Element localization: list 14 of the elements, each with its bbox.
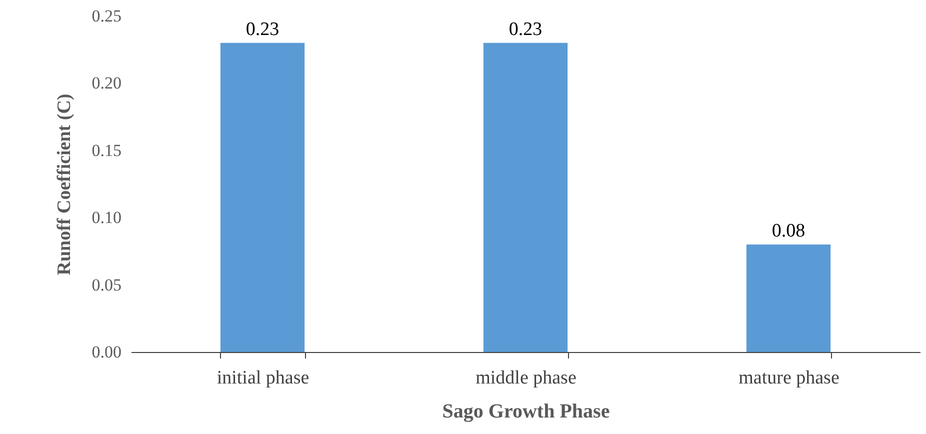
y-tick-label: 0.05	[92, 275, 122, 294]
y-axis-title: Runoff Coefficient (C)	[54, 94, 75, 276]
data-label: 0.08	[772, 220, 806, 242]
x-tick-label: initial phase	[216, 368, 310, 388]
x-tick-label: middle phase	[476, 368, 576, 388]
data-label: 0.23	[508, 18, 542, 40]
y-tick-label: 0.20	[92, 74, 122, 93]
y-tick-label: 0.00	[92, 342, 122, 362]
x-axis-title: Sago Growth Phase	[442, 400, 610, 422]
y-tick-label: 0.10	[92, 208, 122, 228]
y-tick-label: 0.25	[92, 6, 122, 26]
data-label: 0.23	[246, 18, 280, 40]
x-tick-label: mature phase	[738, 368, 840, 388]
y-tick-label: 0.15	[92, 140, 122, 160]
